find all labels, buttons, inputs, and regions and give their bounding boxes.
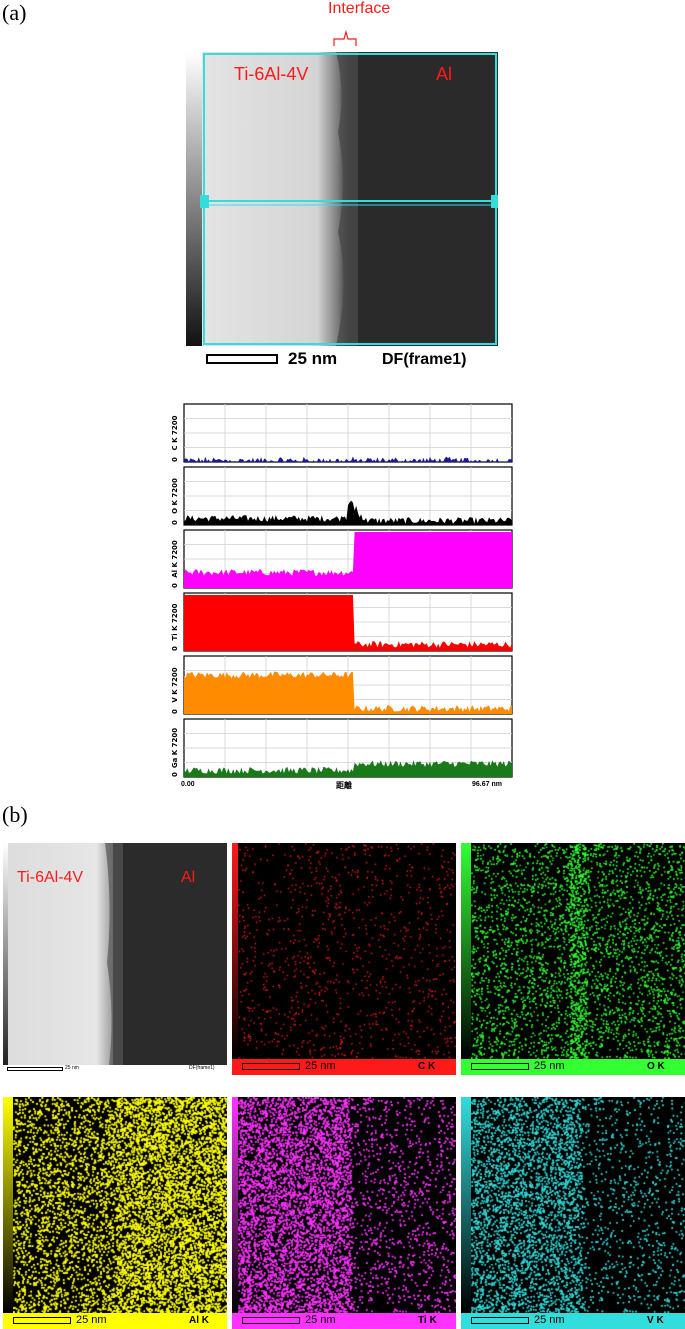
df-frame-text-b: DF(frame1)	[189, 1065, 215, 1071]
line-scan-ylabel: Ga K 7200	[171, 728, 179, 768]
map-o-colorbar	[461, 843, 471, 1059]
map-o-footer: 25 nm O K	[461, 1059, 685, 1075]
line-scan-series-o-k	[184, 500, 512, 525]
line-scan-series-c-k	[184, 456, 512, 462]
map-al-colorbar	[3, 1097, 13, 1313]
df-frame-text-a: DF(frame1)	[382, 351, 467, 368]
x-start-label: 0.00	[181, 781, 195, 788]
line-scan-panel-ti-k: Ti K 7200 0	[171, 592, 513, 652]
panel-a-label: (a)	[2, 0, 27, 25]
map-al-scale-text: 25 nm	[76, 1314, 107, 1326]
x-end-label: 96.67 nm	[472, 781, 502, 788]
map-ti: 25 nm Ti K	[232, 1097, 456, 1329]
map-ti-scale-bar	[242, 1317, 300, 1324]
line-scan-ylabel: O K 7200	[171, 478, 179, 514]
map-ti-footer: 25 nm Ti K	[232, 1313, 456, 1329]
scale-text-b: 25 nm	[65, 1065, 79, 1071]
map-o: 25 nm O K	[461, 843, 685, 1075]
scale-bar-b	[7, 1067, 63, 1071]
line-scan-yzero: 0	[171, 709, 179, 714]
map-v-scale-bar	[471, 1317, 529, 1324]
line-scan-ylabel: C K 7200	[171, 415, 179, 450]
scale-bar-a	[206, 354, 278, 364]
line-scan-ylabel: Ti K 7200	[171, 603, 179, 640]
map-v-footer: 25 nm V K	[461, 1313, 685, 1329]
map-ti-colorbar	[232, 1097, 238, 1313]
al-label-b: Al	[181, 869, 196, 886]
map-al: 25 nm Al K	[3, 1097, 227, 1329]
map-v: 25 nm V K	[461, 1097, 685, 1329]
map-c-footer: 25 nm C K	[232, 1059, 456, 1075]
map-ti-element: Ti K	[418, 1315, 437, 1326]
line-scan-yzero: 0	[171, 772, 179, 777]
map-c-colorbar	[232, 843, 238, 1059]
map-c-scale-text: 25 nm	[305, 1060, 336, 1072]
map-ti-scale-text: 25 nm	[305, 1314, 336, 1326]
panel-b-label: (b)	[2, 802, 28, 827]
map-c-scale-bar	[242, 1063, 300, 1070]
stem-df-image-b: Ti-6Al-4V Al 25 nm DF(frame1)	[3, 843, 227, 1075]
ti6al4v-label-b: Ti-6Al-4V	[17, 869, 84, 886]
line-scan-series-v-k	[184, 671, 512, 714]
scale-text-a: 25 nm	[288, 349, 338, 368]
ti6al4v-label-a: Ti-6Al-4V	[234, 64, 309, 84]
line-scan-panel-al-k: Al K 7200 0	[171, 529, 513, 589]
map-v-colorbar	[461, 1097, 471, 1313]
interface-label: Interface	[328, 0, 391, 17]
line-scan-yzero: 0	[171, 520, 179, 525]
line-scan-yzero: 0	[171, 457, 179, 462]
line-scan-ylabel: V K 7200	[171, 667, 179, 702]
line-scan-series-ti-k	[184, 595, 512, 651]
stem-df-image-a: Ti-6Al-4V Al 25 nm DF(frame1)	[186, 52, 498, 370]
line-scan-panel-ga-k: Ga K 7200 0	[171, 718, 513, 778]
line-scan-series-ga-k	[184, 760, 512, 777]
map-v-element: V K	[647, 1315, 664, 1326]
map-al-scale-bar	[13, 1317, 71, 1324]
line-scan-panel-v-k: V K 7200 0	[171, 655, 513, 715]
interface-bracket	[333, 29, 357, 46]
map-c: 25 nm C K	[232, 843, 456, 1075]
map-o-element: O K	[647, 1061, 665, 1072]
map-v-scale-text: 25 nm	[534, 1314, 565, 1326]
line-scan-panel-c-k: C K 7200 0	[171, 403, 513, 463]
map-c-element: C K	[418, 1061, 436, 1072]
line-scan-yzero: 0	[171, 646, 179, 651]
map-o-scale-bar	[471, 1063, 529, 1070]
x-axis-label: 距離	[336, 781, 352, 790]
line-scan-panel-o-k: O K 7200 0	[171, 466, 513, 526]
line-scan-ylabel: Al K 7200	[171, 540, 179, 578]
map-o-scale-text: 25 nm	[534, 1060, 565, 1072]
line-scan-series-al-k	[184, 532, 512, 588]
al-label-a: Al	[436, 64, 453, 84]
line-scan-yzero: 0	[171, 583, 179, 588]
map-al-element: Al K	[189, 1315, 209, 1326]
map-al-footer: 25 nm Al K	[3, 1313, 227, 1329]
